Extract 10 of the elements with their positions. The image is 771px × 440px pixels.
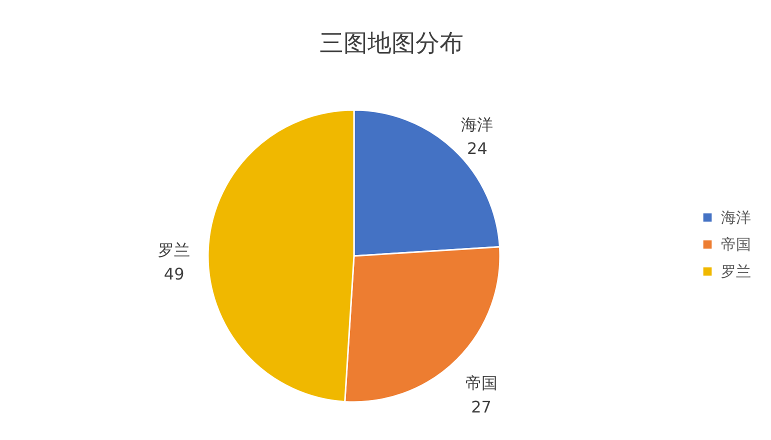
legend-label: 帝国 [721, 236, 751, 254]
legend-label: 罗兰 [721, 262, 751, 280]
slice-label: 海洋 [461, 114, 494, 134]
legend-label: 海洋 [721, 208, 751, 226]
data-label: 24 [467, 138, 488, 158]
data-label: 49 [164, 264, 184, 284]
slice-label: 帝国 [465, 373, 498, 392]
slice-label: 罗兰 [158, 240, 190, 260]
data-label: 27 [471, 397, 492, 416]
chart-title: 三图地图分布 [320, 29, 464, 57]
